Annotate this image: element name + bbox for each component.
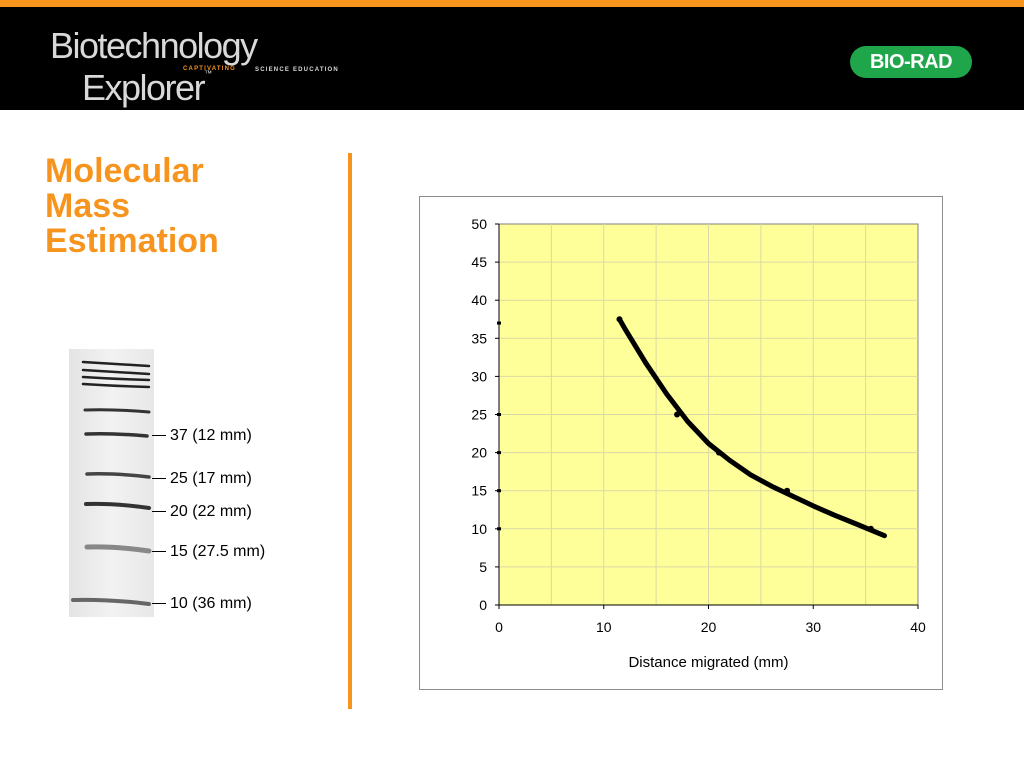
data-point	[784, 487, 791, 494]
band-label-20: 20 (22 mm)	[152, 503, 252, 521]
x-tick-label: 0	[495, 619, 503, 635]
gel-band	[81, 375, 151, 382]
biorad-logo: BIO-RAD	[850, 46, 972, 78]
band-marker	[152, 603, 166, 605]
vertical-divider	[348, 153, 352, 709]
ladder-lane	[71, 360, 152, 606]
title-line: Mass	[45, 187, 131, 225]
y-tick-label: 10	[471, 521, 487, 537]
gel-band	[83, 408, 151, 414]
chart-frame: 0 5 10 15 20 25 30 35 40 45 50 0 10 20 30 40 Distance mi…	[419, 196, 943, 690]
y-tick-label: 0	[479, 597, 487, 613]
y-tick-label: 15	[471, 483, 487, 499]
y-tick-label: 20	[471, 445, 487, 461]
x-axis-title: Distance migrated (mm)	[628, 654, 788, 671]
data-point	[616, 316, 623, 323]
x-tick-label: 30	[805, 619, 821, 635]
gel-band	[81, 368, 151, 376]
x-tick-label: 10	[596, 619, 612, 635]
y-tick-label: 25	[471, 407, 487, 423]
title-line: Estimation	[45, 222, 219, 260]
gel-band	[81, 360, 151, 368]
band-label-15: 15 (27.5 mm)	[152, 543, 265, 561]
y-tick-label: 5	[479, 559, 487, 575]
title-line: Molecular	[45, 152, 204, 190]
gel-band	[85, 472, 151, 479]
band-label-text: 10 (36 mm)	[170, 595, 252, 612]
trendline	[617, 316, 887, 539]
band-label-10: 10 (36 mm)	[152, 595, 252, 613]
y-tick-label: 45	[471, 254, 487, 270]
band-marker	[152, 435, 166, 437]
y-tick-label: 40	[471, 292, 487, 308]
band-marker	[152, 478, 166, 480]
y-tick-label: 30	[471, 368, 487, 384]
gel-band	[84, 501, 151, 510]
page-title: Molecular Mass Estimation	[45, 154, 219, 259]
data-point	[867, 525, 874, 532]
brand-name-line1: Biotechnology	[50, 25, 258, 66]
band-label-text: 25 (17 mm)	[170, 470, 252, 487]
gel-image	[69, 349, 154, 617]
x-tick-label: 40	[910, 619, 926, 635]
band-label-text: 37 (12 mm)	[170, 427, 252, 444]
gel-background	[69, 349, 154, 617]
band-label-text: 15 (27.5 mm)	[170, 543, 266, 560]
band-label-25: 25 (17 mm)	[152, 470, 252, 488]
tagline-science-education: SCIENCE EDUCATION	[255, 67, 339, 73]
data-point	[715, 449, 722, 456]
trademark-symbol: ™	[204, 69, 213, 78]
band-label-37: 37 (12 mm)	[152, 427, 252, 445]
brand-name-line2: Explorer™	[82, 70, 212, 106]
data-point	[674, 411, 681, 418]
x-tick-label: 20	[701, 619, 717, 635]
y-tick-label: 35	[471, 330, 487, 346]
band-label-text: 20 (22 mm)	[170, 503, 252, 520]
tagline-captivating: CAPTIVATING	[183, 66, 236, 72]
y-tick-label: 50	[471, 216, 487, 232]
brand-name-explorer: Explorer	[82, 67, 206, 108]
header-accent-stripe	[0, 0, 1024, 7]
band-marker	[152, 551, 166, 553]
gel-band	[71, 597, 151, 606]
standard-curve-chart: 0 5 10 15 20 25 30 35 40 45 50 0 10 20 30 40 Distance mi…	[471, 216, 926, 671]
gel-band	[81, 382, 151, 389]
band-marker	[152, 511, 166, 513]
gel-band	[84, 432, 149, 438]
gel-band	[84, 544, 152, 554]
